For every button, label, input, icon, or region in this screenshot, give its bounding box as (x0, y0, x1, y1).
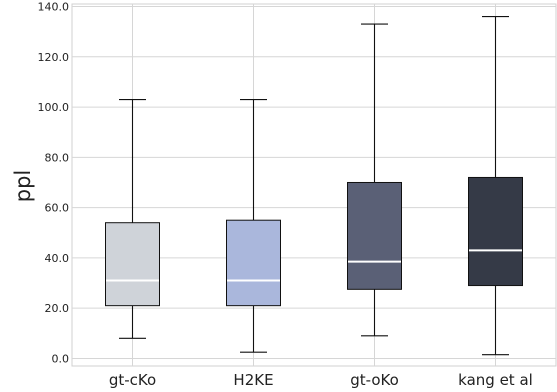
iqr-box (226, 219, 281, 307)
y-tick-label: 120.0 (38, 51, 70, 64)
x-tick-label: gt-oKo (350, 371, 399, 389)
iqr-box (347, 181, 402, 290)
y-tick-label: 140.0 (38, 1, 70, 14)
y-tick-label: 60.0 (45, 202, 70, 215)
box-group (226, 98, 281, 353)
box-group (105, 98, 160, 339)
y-tick-label: 40.0 (45, 252, 70, 265)
y-tick-label: 0.0 (52, 352, 70, 365)
y-tick-label: 100.0 (38, 101, 70, 114)
x-tick-label: gt-cKo (109, 371, 156, 389)
x-tick-label: kang et al (458, 371, 533, 389)
iqr-box (468, 176, 523, 287)
x-tick-label: H2KE (233, 371, 273, 389)
box-group (468, 16, 523, 356)
y-axis-ticks: 0.0 20.0 40.0 60.0 80.0 100.0 120.0 140.0 (38, 1, 70, 366)
box-group (347, 23, 402, 337)
iqr-box (105, 222, 160, 307)
box-series (105, 16, 523, 356)
y-axis-label: ppl (11, 170, 35, 203)
x-axis-ticks: gt-cKo H2KE gt-oKo kang et al (109, 371, 533, 389)
y-tick-label: 20.0 (45, 302, 70, 315)
y-tick-label: 80.0 (45, 151, 70, 164)
